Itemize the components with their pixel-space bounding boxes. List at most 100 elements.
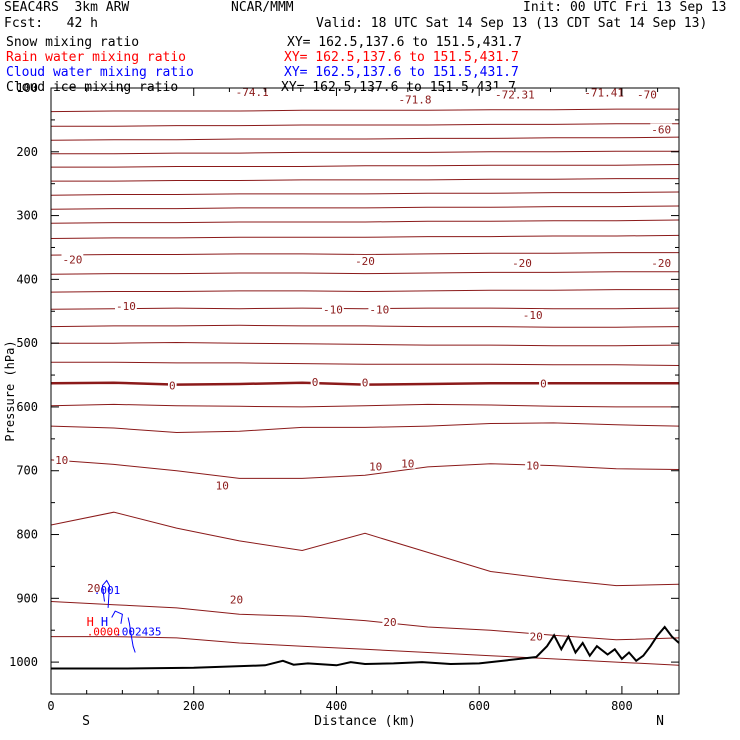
x-tick-label: 800	[611, 699, 633, 713]
contour-label-bg	[168, 379, 177, 391]
plot-frame	[50, 87, 680, 695]
contour-label-bg	[400, 457, 416, 469]
isotherm-line	[50, 459, 680, 479]
y-tick-label: 800	[16, 528, 38, 542]
rain-water-label: .0	[107, 626, 120, 639]
contour-label: 10	[401, 458, 414, 471]
valid-time: Valid: 18 UTC Sat 14 Sep 13 (13 CDT Sat …	[316, 16, 708, 31]
x-axis-label: Distance (km)	[314, 714, 416, 729]
contour-label-bg	[382, 615, 398, 627]
contour-label-bg	[397, 93, 433, 105]
isotherm-line	[51, 178, 679, 182]
isotherm-line	[51, 361, 680, 366]
contour-label: 0	[169, 379, 176, 392]
y-tick-label: 200	[16, 145, 38, 159]
contour-label-bg	[539, 377, 548, 389]
cloud-water-label: .002435	[115, 626, 161, 639]
cloud-water-line	[111, 610, 123, 624]
x-tick-label: 0	[47, 699, 54, 713]
cloud-water-line	[127, 617, 136, 653]
x-tick-label: 600	[468, 699, 490, 713]
isotherm-line	[50, 271, 679, 275]
maximum-marker: H	[87, 615, 94, 629]
isotherm-line	[50, 108, 679, 113]
cloud-water-line	[101, 579, 111, 608]
legend-snow-name: Snow mixing ratio	[6, 35, 140, 50]
isotherm-contours	[50, 108, 680, 666]
contour-label-bg	[650, 123, 673, 135]
legend-cloudwater-xy: XY= 162.5,137.6 to 151.5,431.7	[284, 65, 519, 80]
axes: 0 200 400 600 800200300400500600700800900100…	[9, 81, 679, 713]
y-tick-label: 400	[16, 272, 38, 286]
isotherm-line	[50, 252, 679, 256]
isotherm-line	[50, 324, 680, 328]
contour-label-bg	[54, 453, 70, 465]
rain-water-label: .000	[87, 626, 114, 639]
isotherm-line	[50, 422, 680, 434]
contour-label-bg	[583, 86, 625, 98]
y-tick-label: 1000	[9, 655, 38, 669]
contour-label: -20	[512, 257, 532, 270]
contour-label: -10	[369, 303, 389, 316]
contour-label: -70	[637, 88, 657, 101]
contour-label-bg	[368, 303, 391, 315]
legend-cloudwater-name: Cloud water mixing ratio	[6, 65, 194, 80]
cloud-water-contours	[101, 579, 136, 653]
forecast-hour: Fcst: 42 h	[4, 16, 98, 31]
contour-label: 0	[312, 376, 319, 389]
contour-label: -71.8	[398, 94, 431, 107]
contour-label-bg	[521, 309, 544, 321]
y-tick-label: 600	[16, 400, 38, 414]
contour-label: -71.41	[584, 87, 624, 100]
contour-label: -60	[651, 124, 671, 137]
endpoint-left: S	[82, 714, 90, 729]
contour-label-bg	[86, 582, 102, 594]
isotherm-line	[50, 205, 680, 210]
isotherm-line	[50, 601, 680, 641]
contour-label-bg	[310, 376, 320, 388]
contour-label-bg	[511, 256, 533, 268]
contour-label-bg	[528, 630, 544, 642]
contour-label-bg	[525, 459, 541, 471]
contour-label-bg	[322, 303, 344, 315]
isotherm-line	[51, 636, 680, 666]
contour-label: 20	[230, 594, 243, 607]
contour-label-bg	[354, 254, 376, 266]
contour-label: -20	[355, 255, 375, 268]
isotherm-line	[50, 511, 680, 587]
contour-label-bg	[636, 88, 658, 100]
isotherm-line	[50, 234, 680, 239]
y-tick-label: 900	[16, 591, 38, 605]
contour-label-bg	[368, 460, 384, 472]
maximum-marker: H	[101, 615, 108, 629]
contour-label: -10	[523, 309, 543, 322]
terrain-line	[51, 625, 680, 670]
y-tick-label: 500	[16, 336, 38, 350]
contour-label-bg	[115, 300, 137, 312]
init-time: Init: 00 UTC Fri 13 Sep 13	[523, 0, 727, 15]
contour-label: 20	[383, 616, 396, 629]
org-title: NCAR/MMM	[231, 0, 294, 15]
model-title: SEAC4RS 3km ARW	[4, 0, 130, 15]
contour-label: 20	[530, 631, 543, 644]
isotherm-line	[50, 136, 680, 141]
legend-rain-name: Rain water mixing ratio	[6, 50, 187, 65]
contour-label: 10	[369, 460, 382, 473]
contour-label: -20	[651, 257, 671, 270]
x-tick-label: 400	[326, 699, 348, 713]
contour-label: -72.31	[495, 88, 535, 101]
isotherm-line	[50, 289, 679, 293]
isotherm-line	[50, 307, 680, 310]
y-tick-label: 700	[16, 464, 38, 478]
contour-label-bg	[494, 88, 536, 100]
y-tick-label-top: 100	[16, 81, 38, 95]
isotherm-line	[50, 219, 680, 224]
contour-label: 10	[526, 460, 539, 473]
contour-label-bg	[234, 85, 270, 97]
contour-label: -74.1	[236, 86, 269, 99]
contour-label: 10	[55, 454, 68, 467]
contour-label-bg	[61, 253, 84, 265]
contour-label: -10	[116, 300, 136, 313]
isotherm-line	[50, 191, 680, 196]
